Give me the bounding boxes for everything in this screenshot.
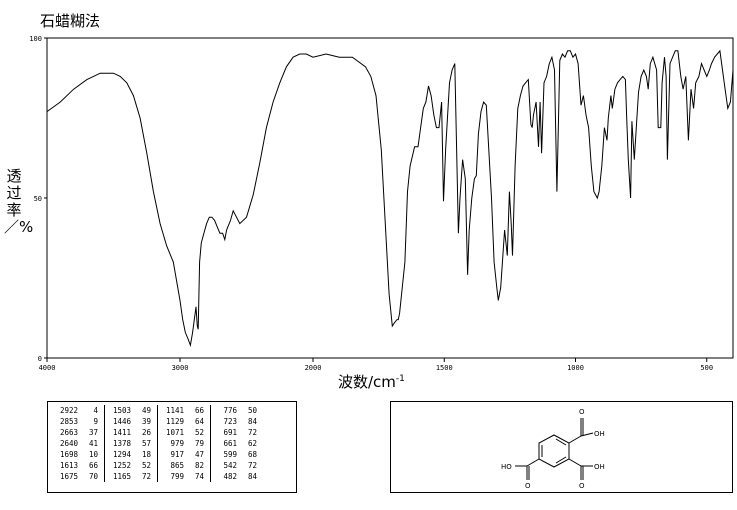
peak-wavenumber: 599 [223,450,237,459]
peak-wavenumber: 482 [223,472,237,481]
peak-wavenumber: 1141 [165,406,184,415]
peak-transmittance: 72 [247,461,257,470]
peak-transmittance: 68 [247,450,257,459]
x-tick-label: 500 [700,364,713,372]
peak-transmittance: 84 [247,417,257,426]
x-axis-label: 波数/cm-1 [338,373,405,391]
peak-transmittance: 37 [78,427,105,438]
atom-ho-left: HO [501,463,512,471]
peak-transmittance: 57 [131,438,158,449]
peak-transmittance: 47 [184,449,211,460]
peak-row: 2922 4 1503 49 1141 66 776 50 [52,405,263,416]
peak-transmittance: 4 [78,405,105,416]
peak-wavenumber: 1294 [112,450,131,459]
peak-wavenumber: 979 [170,439,184,448]
peak-wavenumber: 1071 [165,428,184,437]
peak-wavenumber: 776 [223,406,237,415]
peak-wavenumber: 691 [223,428,237,437]
method-label: 石蜡糊法 [40,12,101,30]
y-tick-label: 50 [34,195,42,203]
x-tick-label: 1500 [436,364,453,372]
peak-transmittance: 50 [247,406,257,415]
atom-oh-top: OH [594,430,605,438]
peak-transmittance: 52 [131,460,158,471]
peak-transmittance: 70 [78,471,105,482]
atom-o-left: O [525,482,531,490]
peak-transmittance: 66 [78,460,105,471]
peak-wavenumber: 1675 [59,472,78,481]
peak-wavenumber: 2663 [59,428,78,437]
peak-row: 2640 41 1378 57 979 79 661 62 [52,438,263,449]
peak-wavenumber: 661 [223,439,237,448]
peak-wavenumber: 917 [170,450,184,459]
peak-row: 2853 9 1446 39 1129 64 723 84 [52,416,263,427]
peak-transmittance: 18 [131,449,158,460]
peak-table: 2922 4 1503 49 1141 66 776 50 2853 9 1446 39 1129 64 7… [47,401,297,493]
peak-transmittance: 10 [78,449,105,460]
peak-wavenumber: 1129 [165,417,184,426]
peak-wavenumber: 2640 [59,439,78,448]
peak-wavenumber: 2922 [59,406,78,415]
peak-wavenumber: 2853 [59,417,78,426]
peak-wavenumber: 1378 [112,439,131,448]
structure-box: O OH O OH HO O [390,401,733,493]
y-tick-label: 0 [38,355,42,363]
peak-transmittance: 41 [78,438,105,449]
peak-transmittance: 52 [184,427,211,438]
peak-wavenumber: 799 [170,472,184,481]
x-tick-label: 4000 [39,364,56,372]
peak-wavenumber: 1613 [59,461,78,470]
x-tick-label: 1000 [567,364,584,372]
ir-spectrum-chart: 4000 3000 2000 1500 1000 500 0 50 100 [29,35,734,372]
peak-transmittance: 79 [184,438,211,449]
peak-transmittance: 39 [131,416,158,427]
peak-wavenumber: 1503 [112,406,131,415]
peak-row: 1613 66 1252 52 865 82 542 72 [52,460,263,471]
peak-wavenumber: 1698 [59,450,78,459]
peak-transmittance: 62 [247,439,257,448]
peak-transmittance: 82 [184,460,211,471]
peak-wavenumber: 1252 [112,461,131,470]
peak-row: 1675 70 1165 72 799 74 482 84 [52,471,263,482]
peak-transmittance: 9 [78,416,105,427]
peak-transmittance: 66 [184,405,211,416]
peak-wavenumber: 865 [170,461,184,470]
peak-row: 1698 10 1294 18 917 47 599 68 [52,449,263,460]
peak-wavenumber: 1411 [112,428,131,437]
peak-wavenumber: 1165 [112,472,131,481]
peak-transmittance: 72 [131,471,158,482]
peak-row: 2663 37 1411 26 1071 52 691 72 [52,427,263,438]
atom-o-bottom-right: O [579,482,585,490]
x-ticks: 4000 3000 2000 1500 1000 500 [39,358,713,372]
y-ticks: 0 50 100 [29,35,47,363]
spectrum-line [46,49,734,348]
peak-transmittance: 26 [131,427,158,438]
peak-transmittance: 72 [247,428,257,437]
peak-wavenumber: 542 [223,461,237,470]
y-tick-label: 100 [29,35,42,43]
peak-wavenumber: 723 [223,417,237,426]
x-tick-label: 2000 [305,364,322,372]
x-tick-label: 3000 [172,364,189,372]
peak-transmittance: 64 [184,416,211,427]
benzenetricarboxylic-acid-structure: O OH O OH HO O [501,408,605,490]
peak-transmittance: 84 [247,472,257,481]
y-axis-label: 透过率／% [4,167,34,236]
atom-o-top: O [579,408,585,416]
peak-transmittance: 49 [131,405,158,416]
atom-oh-bottom-right: OH [594,463,605,471]
peak-transmittance: 74 [184,471,211,482]
peak-wavenumber: 1446 [112,417,131,426]
